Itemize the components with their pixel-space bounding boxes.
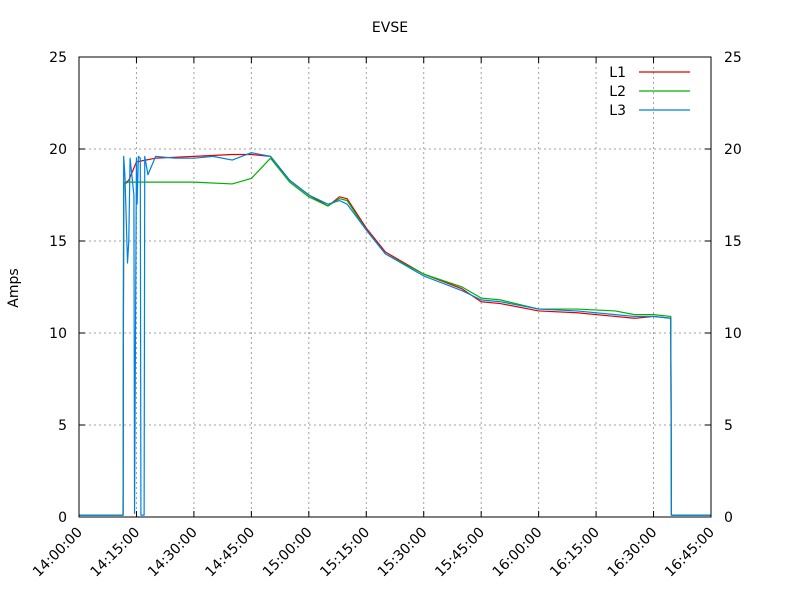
x-tick-label: 15:45:00 — [432, 525, 488, 581]
x-tick-label: 16:00:00 — [490, 525, 546, 581]
x-tick-label: 14:45:00 — [202, 525, 258, 581]
series-line-l2 — [79, 157, 711, 516]
legend-label-l2: L2 — [609, 84, 626, 100]
y2-tick-label: 15 — [724, 234, 742, 250]
y-tick-label: 10 — [49, 326, 67, 342]
x-tick-label: 15:30:00 — [375, 525, 431, 581]
plot-frame — [78, 56, 712, 518]
y2-tick-label: 5 — [724, 418, 733, 434]
x-tick-label: 14:15:00 — [87, 525, 143, 581]
x-tick-label: 16:45:00 — [662, 525, 718, 581]
legend-label-l1: L1 — [609, 65, 626, 81]
x-tick-label: 14:00:00 — [30, 525, 86, 581]
series-line-l1 — [79, 153, 711, 516]
y-tick-label: 5 — [58, 418, 67, 434]
chart-title: EVSE — [372, 20, 408, 36]
y2-tick-label: 20 — [724, 142, 742, 158]
x-tick-label: 15:00:00 — [260, 525, 316, 581]
x-tick-label: 16:30:00 — [605, 525, 661, 581]
y-tick-label: 25 — [49, 50, 67, 66]
legend: L1 L2 L3 — [609, 65, 690, 119]
grid-lines — [79, 57, 711, 517]
y-axis-label: Amps — [6, 268, 22, 307]
x-tick-label: 15:15:00 — [317, 525, 373, 581]
y2-tick-label: 10 — [724, 326, 742, 342]
y2-tick-label: 0 — [724, 510, 733, 526]
y2-tick-label: 25 — [724, 50, 742, 66]
x-tick-label: 14:30:00 — [145, 525, 201, 581]
y-tick-label: 15 — [49, 234, 67, 250]
y-tick-label: 0 — [58, 510, 67, 526]
series-line-l3 — [79, 152, 711, 516]
x-tick-label: 16:15:00 — [547, 525, 603, 581]
series-layer — [79, 152, 711, 516]
legend-label-l3: L3 — [609, 103, 626, 119]
y-tick-label: 20 — [49, 142, 67, 158]
